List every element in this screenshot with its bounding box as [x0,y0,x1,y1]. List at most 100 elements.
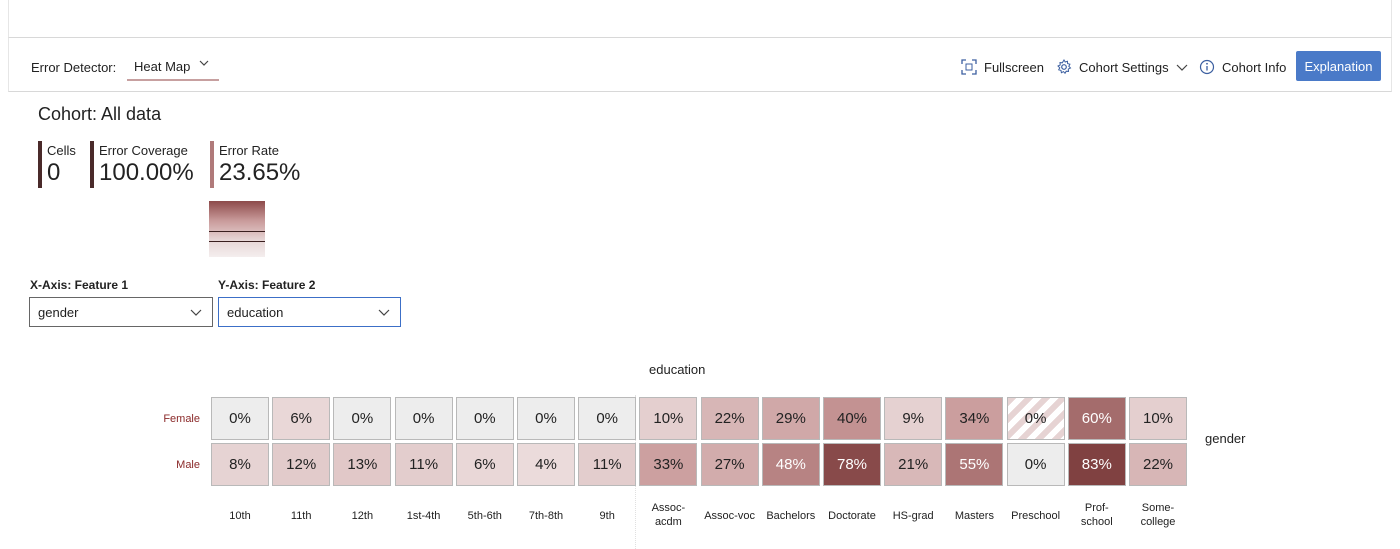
heatmap-cell-value: 0% [1024,410,1047,427]
heatmap-cell[interactable]: 13% [333,443,392,486]
heatmap-cell-value: 0% [412,410,435,427]
cohort-title: Cohort: All data [38,104,162,124]
gear-icon [1057,59,1072,75]
heatmap-cell[interactable]: 0% [394,397,453,440]
x-axis-label: X-Axis: Feature 1 [30,278,129,292]
heatmap-cell[interactable]: 22% [700,397,759,440]
y-axis-value: education [227,305,284,320]
heatmap-cell-value: 11% [592,456,622,473]
metric-cells: Cells 0 [38,141,76,189]
heatmap-cell[interactable]: 12% [272,443,331,486]
fullscreen-button[interactable]: Fullscreen [961,57,1044,77]
heatmap-cell[interactable]: 0% [333,397,392,440]
heatmap-cell[interactable]: 11% [578,443,637,486]
heatmap-title: education [649,362,706,377]
heatmap-cell-value: 9% [902,410,925,427]
metric-error-coverage: Error Coverage 100.00% [90,141,194,189]
heatmap-cell-value: 4% [535,456,557,473]
explanation-button[interactable]: Explanation [1296,51,1381,81]
heatmap-cell[interactable]: 11% [394,443,453,486]
error-rate-value: 23.65% [219,159,301,186]
y-axis-dropdown[interactable]: education [218,297,401,327]
column-label: Assoc-acdm [651,502,686,528]
error-detector-dropdown[interactable]: Heat Map [127,53,219,81]
heatmap-cell[interactable]: 9% [884,397,943,440]
fullscreen-icon [961,59,977,75]
heatmap-cell-value: 48% [775,456,806,473]
heatmap-cell[interactable]: 0% [1006,397,1065,440]
heatmap-cell-value: 21% [898,456,929,473]
heatmap-cell[interactable]: 6% [455,443,514,486]
error-rate-label: Error Rate [219,143,279,158]
column-label: Prof-school [1080,502,1113,528]
error-coverage-label: Error Coverage [99,143,188,158]
metric-bar [210,141,214,188]
legend-marker-line [209,241,265,242]
cohort-settings-button[interactable]: Cohort Settings [1056,57,1188,77]
legend-marker-line [209,231,265,232]
column-label: 12th [351,510,374,522]
heatmap-cell[interactable]: 8% [211,443,269,486]
heatmap-cell-value: 0% [473,410,496,427]
column-label: Assoc-voc [704,510,755,522]
heatmap-cell[interactable]: 0% [578,397,637,440]
heatmap-cell-value: 8% [229,456,251,473]
heatmap-cell[interactable]: 34% [945,397,1004,440]
column-label: 10th [229,510,251,522]
heatmap-cell[interactable]: 33% [639,443,698,486]
column-label: 1st-4th [406,510,441,522]
heatmap-cell-value: 60% [1081,410,1112,427]
error-coverage-value: 100.00% [99,159,194,186]
heatmap-cell[interactable]: 78% [823,443,881,486]
heatmap-cell-value: 6% [473,456,496,473]
heatmap-cell[interactable]: 0% [211,397,269,440]
heatmap-cell[interactable]: 4% [517,443,575,486]
heatmap-cell[interactable]: 60% [1067,397,1126,440]
cohort-settings-label: Cohort Settings [1079,59,1169,75]
heatmap-cell[interactable]: 29% [761,397,820,440]
heatmap-cell-value: 27% [714,456,745,473]
heatmap-cell[interactable]: 6% [272,397,331,440]
chevron-down-icon [378,309,390,316]
chevron-down-icon [1176,64,1188,71]
heatmap-cell-value: 22% [714,410,745,427]
heatmap-cell[interactable]: 0% [455,397,514,440]
row-label-male: Male [176,459,200,471]
toolbar: Error Detector: Heat Map Fullscreen Coho… [8,38,1392,92]
heatmap-cell-value: 10% [1142,410,1174,427]
heatmap-cell[interactable]: 40% [823,397,881,440]
heatmap-cell-value: 33% [653,456,684,473]
metric-error-rate: Error Rate 23.65% [210,141,300,189]
heatmap-cell-value: 6% [290,410,313,427]
heatmap-cell[interactable]: 21% [884,443,943,486]
heatmap-cell[interactable]: 55% [945,443,1004,486]
error-detector-value: Heat Map [134,59,191,74]
x-axis-value: gender [38,305,79,320]
x-axis-dropdown[interactable]: gender [29,297,213,327]
heatmap-cell-value: 0% [229,410,251,427]
column-label: 5th-6th [467,510,502,522]
row-label-female: Female [163,413,200,425]
cohort-info-label: Cohort Info [1222,59,1287,75]
heatmap-cell-value: 78% [836,456,868,473]
cells-label: Cells [47,143,76,158]
top-strip [8,0,1392,38]
heatmap-cell[interactable]: 0% [1006,443,1065,486]
heatmap-cell[interactable]: 10% [1129,397,1187,440]
heatmap-cell[interactable]: 48% [761,443,820,486]
heatmap-cell[interactable]: 0% [517,397,575,440]
column-label: 7th-8th [528,510,564,522]
heatmap-cell[interactable]: 22% [1129,443,1187,486]
metric-bar [90,141,94,188]
column-label: 11th [290,510,312,522]
heatmap-cell[interactable]: 27% [700,443,759,486]
heatmap-cell-value: 0% [535,410,557,427]
heatmap-cell-value: 10% [653,410,684,427]
cells-value: 0 [47,159,61,186]
heatmap-cell-value: 22% [1142,456,1174,473]
cohort-info-button[interactable]: Cohort Info [1199,57,1286,77]
heatmap-cell[interactable]: 83% [1067,443,1126,486]
chevron-down-icon [199,60,209,66]
heatmap-cell[interactable]: 10% [639,397,698,440]
heatmap-cell-value: 12% [286,456,317,473]
